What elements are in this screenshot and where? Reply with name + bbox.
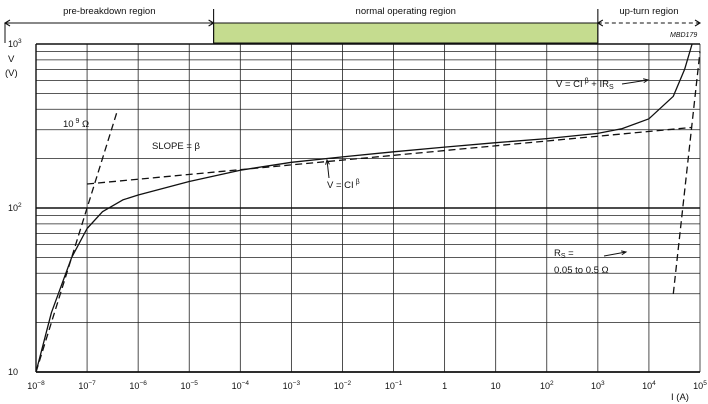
region-band [213, 22, 599, 44]
series-line [672, 51, 701, 294]
annotation-r109: 10 9 Ω [63, 118, 89, 130]
tick-labels: 10−8 10−7 10−6 10−5 10−4 10−3 10−2 10−1 1 10 102 10… [8, 38, 707, 391]
leader-arrow [621, 79, 649, 85]
y-axis-label: V [8, 54, 15, 65]
region-bands: pre-breakdown region normal operating reg… [3, 6, 702, 44]
region-label: normal operating region [356, 6, 456, 17]
x-tick-label: 10−8 [27, 380, 45, 391]
arrowhead [3, 19, 11, 27]
annotation-vcirs: V = CI β + IRS [556, 78, 614, 91]
annotation-rs2: 0.05 to 0.5 Ω [554, 265, 609, 276]
y-axis-unit: (V) [5, 68, 18, 79]
x-tick-label: 10−6 [129, 380, 147, 391]
arrowhead [621, 250, 628, 256]
y-tick-label: 103 [8, 38, 22, 49]
region-label: up-turn region [619, 6, 678, 17]
x-tick-label: 10−2 [334, 380, 352, 391]
arrowhead [694, 19, 702, 27]
arrowhead [325, 158, 330, 165]
x-tick-label: 102 [540, 380, 554, 391]
grid [35, 43, 701, 373]
x-tick-label: 1 [442, 381, 447, 391]
x-tick-label: 10−5 [181, 380, 199, 391]
series-line [87, 126, 693, 185]
series-line [35, 109, 119, 373]
annotation-rs1: RS = [554, 248, 574, 260]
x-tick-label: 105 [693, 380, 707, 391]
leader-arrow [603, 251, 627, 257]
annotation-slope: SLOPE = β [152, 141, 201, 152]
arrowhead [643, 78, 650, 84]
x-axis-label: I (A) [671, 392, 689, 403]
annotations: SLOPE = β V = CI β V = CI β + IRS 10 9 Ω RS … [63, 78, 650, 276]
y-tick-label: 10 [8, 367, 18, 377]
x-tick-label: 10−1 [385, 380, 403, 391]
series [35, 43, 701, 373]
leader-arrow [326, 159, 330, 179]
x-tick-label: 10−7 [78, 380, 96, 391]
series-line [35, 43, 693, 373]
x-tick-label: 10−4 [232, 380, 250, 391]
figure-code: MBD179 [670, 32, 697, 39]
x-tick-label: 10−3 [283, 380, 301, 391]
region-label: pre-breakdown region [63, 6, 155, 17]
x-tick-label: 10 [491, 381, 501, 391]
annotation-vci: V = CI β [327, 179, 360, 191]
x-tick-label: 104 [642, 380, 656, 391]
x-tick-label: 103 [591, 380, 605, 391]
y-tick-label: 102 [8, 202, 22, 213]
